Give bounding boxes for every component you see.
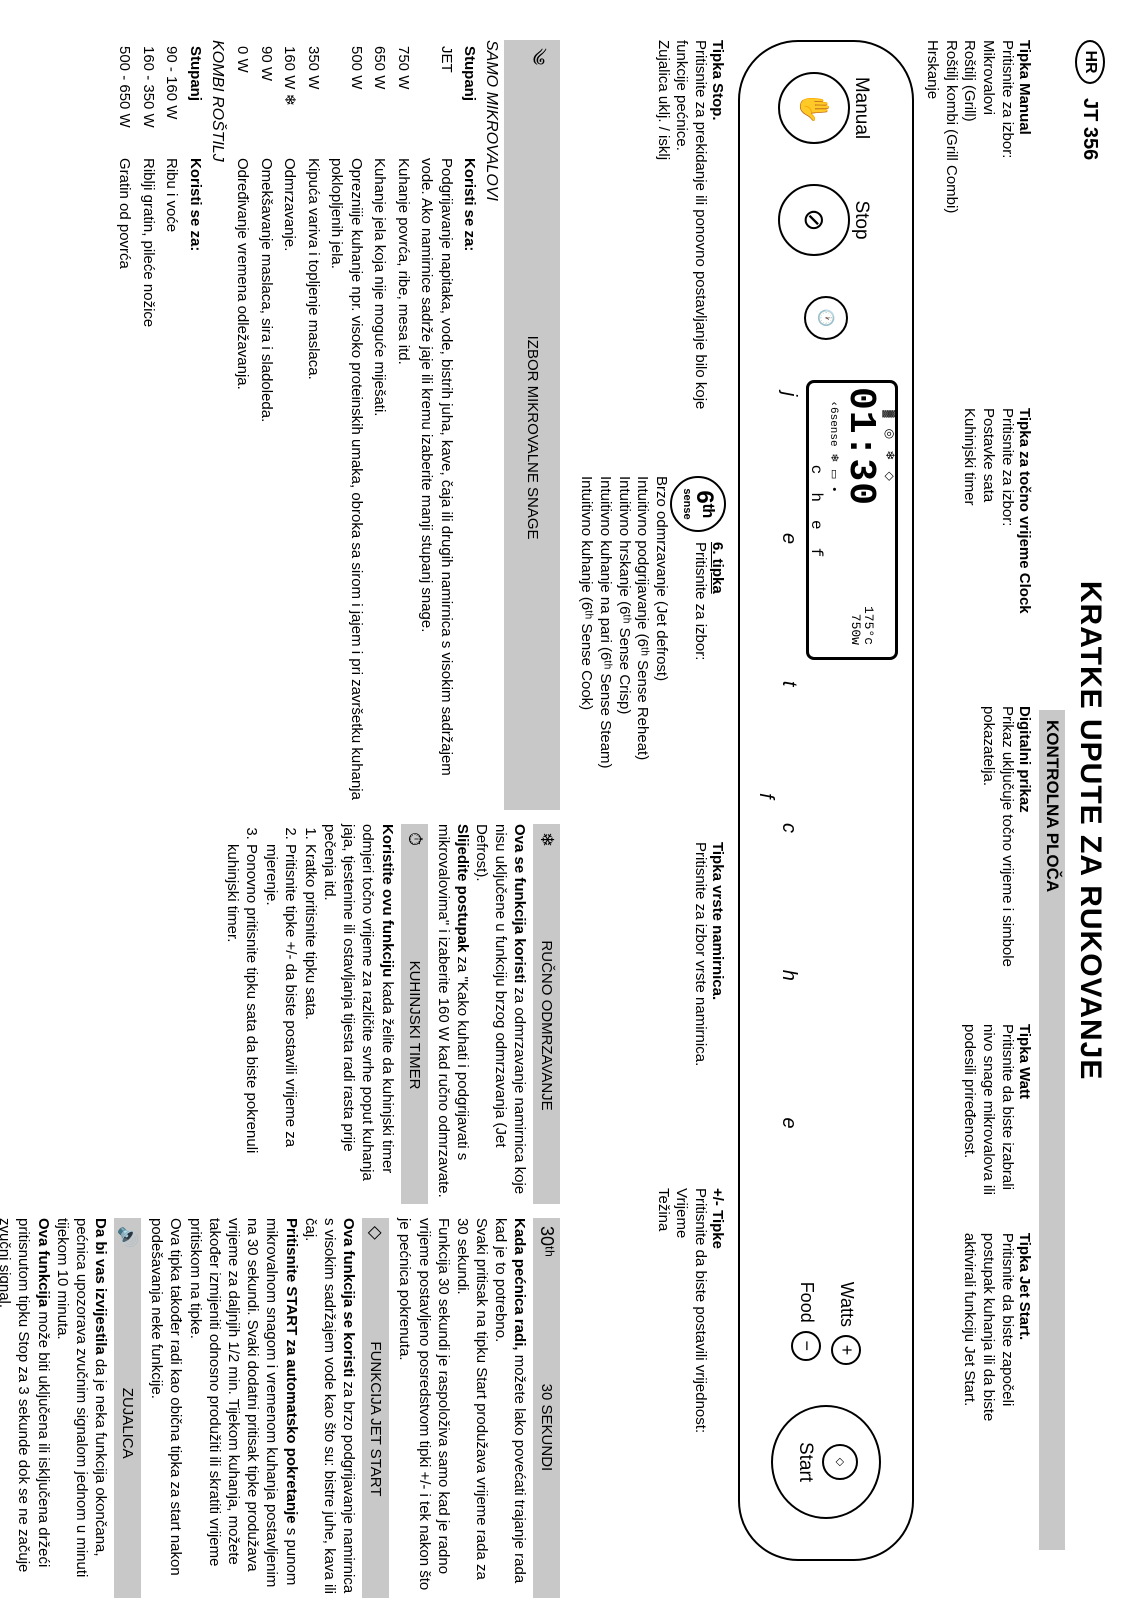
callout-title: +/- Tipke — [709, 1188, 726, 1568]
watts-button: Watts+ — [831, 1282, 861, 1365]
callout-manual: Tipka Manual Pritisnite za izbor: Mikrov… — [922, 40, 1033, 390]
food-button: Food− — [791, 1282, 821, 1365]
callout-title: 6. tipka — [709, 542, 726, 660]
callout-title: Digitalni prikaz — [1016, 706, 1033, 1006]
jet-icon: ◇ — [822, 1444, 858, 1480]
table-row: 160 - 350 WRiblji gratin, pileće nožice — [138, 42, 160, 808]
callout-title: Tipka Manual — [1016, 40, 1033, 390]
start-button: ◇ Start — [771, 1405, 881, 1519]
table-row: 650 WKuhanje jela koja nije moguće miješ… — [369, 42, 391, 808]
table-row: 0 WOdređivanje vremena odležavanja. — [232, 42, 254, 808]
snowflake-icon: ❄ — [282, 94, 299, 107]
callout-watt: Tipka Watt Pritisnite da biste izabrali … — [922, 1024, 1033, 1219]
diamond-icon: ◇ — [365, 1226, 386, 1240]
sixth-sense-icon: 6ᵗʰsense — [670, 476, 726, 532]
callout-jetstart: Tipka Jet Start. Pritisnite da biste zap… — [922, 1233, 1033, 1444]
thirty-icon: 30ᵗʰ — [537, 1226, 558, 1257]
callout-title: Tipka vrste namirnica. — [709, 842, 726, 1172]
table-row: 350 WKipuća variva i topljenje maslaca. — [303, 42, 325, 808]
callout-title: Tipka Jet Start. — [1016, 1233, 1033, 1444]
callout-title: Tipka Stop. — [709, 40, 726, 460]
power-section: ༄IZBOR MIKROVALNE SNAGE SAMO MIKROVALOVI… — [0, 40, 567, 810]
stop-knob: Stop ⊘ — [778, 184, 874, 256]
callout-stop: Tipka Stop. Pritisnite za prekidanje ili… — [577, 40, 727, 460]
table-row: 750 WKuhanje povrća, ribe, mesa itd. — [393, 42, 415, 808]
table-row: 500 - 650 WGratin od povrća — [114, 42, 136, 808]
buzzer-section: 🔊ZUJALICA Da bi vas izvijestila da je ne… — [0, 1218, 141, 1598]
table-row: 90 WOmekšavanje maslaca, sira i sladoled… — [256, 42, 278, 808]
table-row: 160 W ❄Odmrzavanje. — [279, 42, 301, 808]
timer-section: ⏱KUHINJSKI TIMER Koristite ovu funkciju … — [222, 824, 427, 1204]
list-item: Pritisnite tipke +/- da biste postavili … — [261, 844, 300, 1204]
lcd-display: ▓ ◎ ❄ ◇ 01:30 ‹6sense ❄ ▭ • 175°c 750w c… — [754, 380, 898, 1242]
manual-knob: Manual ✋ — [778, 72, 874, 144]
waves-icon: ༄ — [508, 48, 558, 65]
callout-title: Tipka za točno vrijeme Clock — [1016, 408, 1033, 688]
country-badge: HR — [1075, 40, 1105, 84]
jet-start-fn-section: ◇FUNKCIJA JET START Ova funkcija se kori… — [147, 1218, 389, 1598]
page-title: KRATKE UPUTE ZA RUKOVANJE — [1073, 100, 1107, 1561]
callout-digital: Digitalni prikaz Prikaz uključuje točno … — [922, 706, 1033, 1006]
thirty-sec-section: 30ᵗʰ30 SEKUNDI Kada pećnica radi, možete… — [395, 1218, 560, 1598]
speaker-icon: 🔊 — [117, 1226, 138, 1248]
hand-icon: ✋ — [798, 91, 831, 126]
callout-food: Tipka vrste namirnica. Pritisnite za izb… — [577, 842, 727, 1172]
stop-icon: ⊘ — [798, 208, 831, 231]
combi-table: StupanjKoristi se za: 90 - 160 WRibu i v… — [112, 40, 208, 810]
callout-plus-minus: +/- Tipke Pritisnite da biste postavili … — [577, 1188, 727, 1568]
plus-icon: + — [831, 1335, 861, 1365]
list-item: Ponovno pritisnite tipku sata da biste p… — [222, 844, 261, 1204]
snowflake-icon: ❄ — [537, 832, 558, 847]
clock-icon: ⏱ — [404, 832, 425, 846]
callout-title: Tipka Watt — [1016, 1024, 1033, 1219]
clock-knob-small: 🕐 — [804, 296, 848, 340]
power-table: StupanjKoristi se za: JETPodgrijavanje n… — [230, 40, 483, 810]
defrost-section: ❄RUČNO ODMRZAVANJE Ova se funkcija koris… — [434, 824, 561, 1204]
control-panel-diagram: Manual ✋ Stop ⊘ 🕐 ▓ ◎ ❄ ◇ 01:30 — [738, 40, 914, 1561]
control-panel-heading: KONTROLNA PLOČA — [1039, 710, 1065, 1550]
list-item: Kratko pritisnite tipku sata. — [300, 844, 320, 1204]
table-row: 500 WOprezniije kuhanje npr. visoko prot… — [326, 42, 367, 808]
table-row: 90 - 160 WRibu i voće — [161, 42, 183, 808]
callout-clock: Tipka za točno vrijeme Clock Pritisnite … — [922, 408, 1033, 688]
minus-icon: − — [791, 1331, 821, 1361]
table-row: JETPodgrijavanje napitaka, vode, bistrih… — [416, 42, 457, 808]
clock-icon: 🕐 — [817, 309, 835, 328]
callout-sixth-sense: 6ᵗʰsense 6. tipka Pritisnite za izbor: B… — [577, 476, 727, 826]
